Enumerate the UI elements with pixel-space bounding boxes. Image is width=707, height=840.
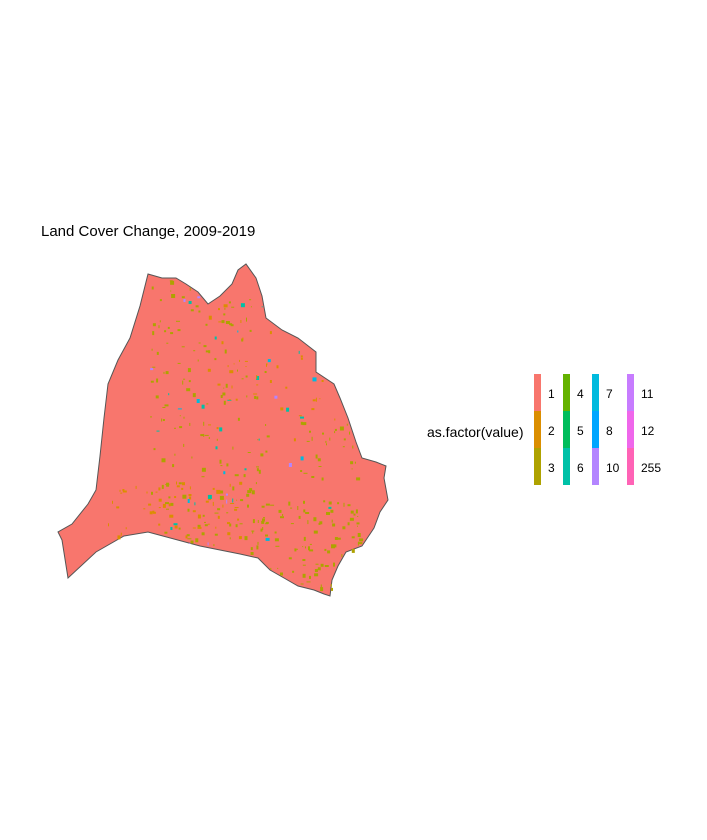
county-boundary <box>57 263 389 597</box>
map-title: Land Cover Change, 2009-2019 <box>41 223 256 240</box>
change-patches <box>108 280 364 592</box>
